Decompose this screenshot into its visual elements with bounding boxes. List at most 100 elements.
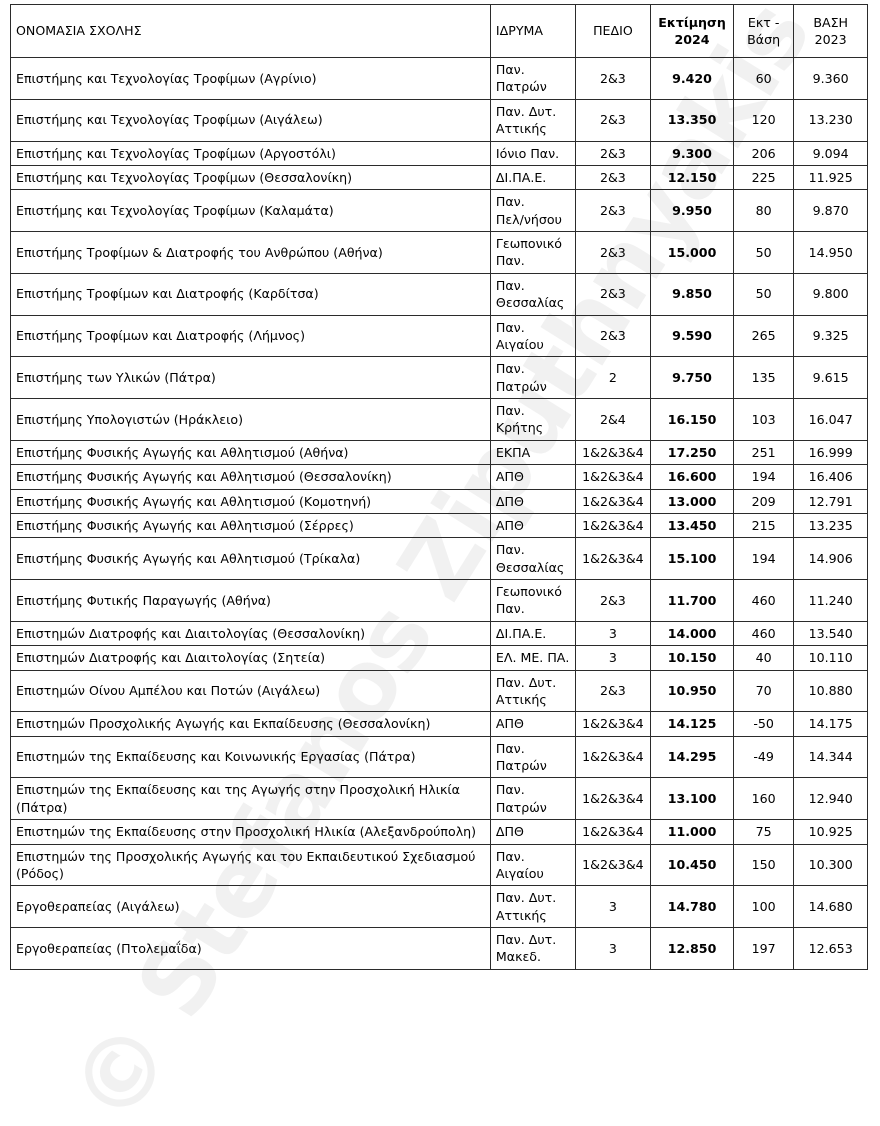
- header-row: ΟΝΟΜΑΣΙΑ ΣΧΟΛΗΣ ΙΔΡΥΜΑ ΠΕΔΙΟ Εκτίμηση 20…: [10, 4, 868, 58]
- institution-line: Ιόνιο Παν.: [495, 145, 560, 161]
- cell-estimate-2024: 14.780: [650, 885, 734, 928]
- cell-estimate-2024: 9.590: [650, 314, 734, 358]
- table-row: Επιστήμης Φυσικής Αγωγής και Αθλητισμού …: [10, 537, 868, 580]
- institution-line: Θεσσαλίας: [495, 295, 565, 311]
- cell-estimate-minus-base: 50: [732, 272, 795, 316]
- institution-line: Παν. Δυτ.: [495, 932, 557, 947]
- cell-school-name: Επιστημών της Προσχολικής Αγωγής και του…: [10, 843, 491, 887]
- cell-school-name: Επιστημών της Εκπαίδευσης και Κοινωνικής…: [10, 735, 491, 779]
- cell-estimate-minus-base: 40: [732, 645, 795, 671]
- cell-estimate-2024: 11.000: [650, 819, 734, 845]
- cell-base-2023: 11.925: [793, 164, 868, 191]
- institution-line: Αττικής: [495, 121, 547, 137]
- cell-school-name: Επιστήμης Υπολογιστών (Ηράκλειο): [10, 398, 491, 441]
- column-header-base-2023: ΒΑΣΗ 2023: [793, 4, 868, 58]
- cell-base-2023: 9.325: [793, 314, 868, 358]
- cell-estimate-2024: 10.450: [650, 843, 734, 887]
- cell-estimate-2024: 9.750: [650, 356, 734, 399]
- institution-line: Πατρών: [495, 758, 547, 773]
- cell-estimate-minus-base: 460: [732, 620, 795, 647]
- cell-school-name: Εργοθεραπείας (Πτολεμαΐδα): [10, 927, 491, 970]
- cell-estimate-2024: 12.850: [650, 927, 734, 970]
- cell-base-2023: 14.906: [793, 537, 868, 580]
- cell-school-name: Επιστημών της Εκπαίδευσης στην Προσχολικ…: [10, 819, 491, 845]
- cell-estimate-minus-base: 265: [732, 314, 795, 358]
- cell-base-2023: 10.880: [793, 669, 868, 713]
- table-row: Επιστήμης Φυσικής Αγωγής και Αθλητισμού …: [10, 512, 868, 539]
- table-row: Επιστημών της Εκπαίδευσης και της Αγωγής…: [10, 777, 868, 821]
- institution-line: Αττικής: [495, 691, 547, 707]
- cell-field-code: 1&2&3&4: [574, 537, 652, 580]
- cell-base-2023: 9.360: [793, 57, 868, 100]
- cell-institution: Παν. Δυτ. Αττικής: [489, 885, 576, 928]
- cell-institution: Παν. Δυτ. Μακεδ.: [489, 927, 576, 970]
- institution-line: Πελ/νήσου: [495, 211, 562, 227]
- table-row: Επιστημών της Εκπαίδευσης και Κοινωνικής…: [10, 735, 868, 779]
- cell-estimate-minus-base: 460: [732, 579, 795, 622]
- cell-institution: Ιόνιο Παν.: [489, 140, 576, 166]
- institution-line: Παν.: [495, 277, 525, 293]
- institution-line: ΔΙ.ΠΑ.Ε.: [495, 169, 547, 185]
- cell-field-code: 3: [574, 927, 652, 970]
- cell-field-code: 1&2&3&4: [574, 512, 652, 539]
- cell-institution: Παν. Αιγαίου: [489, 843, 576, 887]
- cell-base-2023: 10.300: [793, 843, 868, 887]
- table-row: Επιστήμης και Τεχνολογίας Τροφίμων (Αιγά…: [10, 98, 868, 142]
- cell-base-2023: 10.110: [793, 645, 868, 671]
- cell-estimate-2024: 14.295: [650, 735, 734, 779]
- table-container: ΟΝΟΜΑΣΙΑ ΣΧΟΛΗΣ ΙΔΡΥΜΑ ΠΕΔΙΟ Εκτίμηση 20…: [10, 4, 868, 970]
- cell-base-2023: 13.230: [793, 98, 868, 142]
- cell-estimate-minus-base: 206: [732, 140, 795, 166]
- table-row: Επιστήμης και Τεχνολογίας Τροφίμων (Καλα…: [10, 189, 868, 232]
- cell-institution: Παν. Αιγαίου: [489, 314, 576, 358]
- cell-institution: ΑΠΘ: [489, 711, 576, 737]
- table-row: Επιστημών Προσχολικής Αγωγής και Εκπαίδε…: [10, 711, 868, 737]
- cell-school-name: Επιστήμης Τροφίμων και Διατροφής (Καρδίτ…: [10, 272, 491, 316]
- cell-base-2023: 13.540: [793, 620, 868, 647]
- institution-line: Παν.: [495, 319, 525, 335]
- cell-school-name: Επιστήμης Φυσικής Αγωγής και Αθλητισμού …: [10, 537, 491, 580]
- cell-estimate-2024: 10.950: [650, 669, 734, 713]
- cell-base-2023: 16.406: [793, 464, 868, 490]
- cell-estimate-minus-base: -50: [732, 711, 795, 737]
- institution-line: Αττικής: [495, 907, 547, 923]
- cell-base-2023: 9.800: [793, 272, 868, 316]
- institution-line: Γεωπονικό: [495, 236, 562, 251]
- university-bases-table: ΟΝΟΜΑΣΙΑ ΣΧΟΛΗΣ ΙΔΡΥΜΑ ΠΕΔΙΟ Εκτίμηση 20…: [10, 4, 868, 970]
- cell-school-name: Επιστημών Διατροφής και Διαιτολογίας (Ση…: [10, 645, 491, 671]
- cell-field-code: 1&2&3&4: [574, 488, 652, 514]
- cell-estimate-2024: 13.100: [650, 777, 734, 821]
- table-row: Επιστήμης και Τεχνολογίας Τροφίμων (Θεσσ…: [10, 164, 868, 191]
- cell-institution: Παν. Πατρών: [489, 735, 576, 779]
- cell-field-code: 2&3: [574, 669, 652, 713]
- cell-school-name: Επιστήμης και Τεχνολογίας Τροφίμων (Καλα…: [10, 189, 491, 232]
- cell-base-2023: 9.094: [793, 140, 868, 166]
- table-row: Επιστήμης Τροφίμων & Διατροφής του Ανθρώ…: [10, 231, 868, 274]
- cell-field-code: 2&4: [574, 398, 652, 441]
- cell-estimate-2024: 14.000: [650, 620, 734, 647]
- institution-line: ΕΚΠΑ: [495, 444, 531, 460]
- cell-estimate-minus-base: 197: [732, 927, 795, 970]
- cell-base-2023: 14.950: [793, 231, 868, 274]
- institution-line: ΑΠΘ: [495, 517, 524, 533]
- cell-field-code: 2&3: [574, 98, 652, 142]
- cell-estimate-2024: 16.150: [650, 398, 734, 441]
- cell-estimate-2024: 13.000: [650, 488, 734, 514]
- cell-institution: ΔΙ.ΠΑ.Ε.: [489, 620, 576, 647]
- institution-line: ΕΛ. ΜΕ. ΠΑ.: [495, 650, 570, 666]
- institution-line: Παν.: [495, 361, 525, 377]
- cell-institution: ΑΠΘ: [489, 464, 576, 490]
- institution-line: Γεωπονικό: [495, 584, 562, 599]
- cell-estimate-2024: 12.150: [650, 164, 734, 191]
- institution-line: Παν.: [495, 601, 525, 617]
- cell-estimate-2024: 15.100: [650, 537, 734, 580]
- cell-estimate-2024: 17.250: [650, 439, 734, 466]
- institution-line: Παν.: [495, 848, 525, 864]
- institution-line: Παν.: [495, 542, 525, 558]
- institution-line: Αιγαίου: [495, 336, 544, 352]
- cell-base-2023: 12.791: [793, 488, 868, 514]
- table-row: Επιστημών Διατροφής και Διαιτολογίας (Ση…: [10, 645, 868, 671]
- table-row: Επιστήμης Φυσικής Αγωγής και Αθλητισμού …: [10, 439, 868, 466]
- cell-institution: Γεωπονικό Παν.: [489, 231, 576, 274]
- table-row: Επιστήμης Υπολογιστών (Ηράκλειο) Παν. Κρήτ…: [10, 398, 868, 441]
